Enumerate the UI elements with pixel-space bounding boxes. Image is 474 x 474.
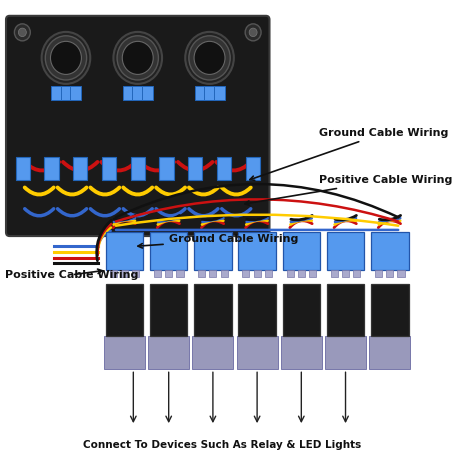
Bar — [237, 336, 278, 369]
FancyBboxPatch shape — [6, 16, 270, 236]
Bar — [375, 270, 382, 277]
Bar — [353, 270, 360, 277]
Bar — [188, 156, 202, 180]
Bar — [132, 86, 143, 100]
Circle shape — [245, 24, 261, 41]
Bar — [254, 270, 261, 277]
Bar — [220, 270, 228, 277]
Bar — [369, 336, 410, 369]
Circle shape — [14, 24, 30, 41]
Bar — [106, 284, 143, 336]
Bar — [281, 336, 322, 369]
Bar — [61, 86, 71, 100]
Text: Positive Cable Wiring: Positive Cable Wiring — [245, 175, 452, 205]
Bar — [398, 270, 404, 277]
Bar — [238, 284, 276, 336]
Bar — [210, 270, 217, 277]
Bar — [246, 156, 260, 180]
Bar — [121, 270, 128, 277]
Bar — [371, 232, 409, 270]
Circle shape — [117, 36, 158, 80]
Bar — [165, 270, 172, 277]
Bar — [242, 270, 249, 277]
Circle shape — [122, 41, 153, 74]
Circle shape — [46, 36, 87, 80]
Bar — [16, 156, 30, 180]
Text: Ground Cable Wiring: Ground Cable Wiring — [250, 128, 448, 180]
Bar — [386, 270, 393, 277]
Bar — [325, 336, 366, 369]
Bar — [176, 270, 183, 277]
Bar — [73, 156, 87, 180]
Bar — [51, 86, 62, 100]
Bar — [309, 270, 316, 277]
Circle shape — [18, 28, 27, 36]
Bar — [194, 232, 232, 270]
Bar — [70, 86, 81, 100]
Bar — [142, 86, 153, 100]
Bar — [204, 86, 215, 100]
Bar — [148, 336, 189, 369]
Bar — [327, 232, 365, 270]
Bar — [194, 86, 205, 100]
Circle shape — [113, 32, 162, 84]
Bar — [265, 270, 272, 277]
Bar — [194, 284, 232, 336]
Bar — [150, 284, 188, 336]
Bar — [102, 156, 116, 180]
Circle shape — [189, 36, 230, 80]
Bar — [298, 270, 305, 277]
Circle shape — [50, 41, 82, 74]
Bar — [159, 156, 173, 180]
Bar — [192, 336, 234, 369]
Bar — [45, 156, 59, 180]
Circle shape — [249, 28, 257, 36]
Bar — [150, 232, 188, 270]
Bar — [217, 156, 231, 180]
Bar — [154, 270, 161, 277]
Bar — [123, 86, 133, 100]
Bar — [109, 270, 117, 277]
Text: Ground Cable Wiring: Ground Cable Wiring — [138, 234, 298, 248]
Bar — [106, 232, 143, 270]
Bar — [198, 270, 205, 277]
Bar — [238, 232, 276, 270]
Bar — [214, 86, 225, 100]
Circle shape — [194, 41, 225, 74]
Bar — [286, 270, 293, 277]
Text: Positive Cable Wiring: Positive Cable Wiring — [5, 269, 138, 280]
Bar — [283, 232, 320, 270]
Bar — [132, 270, 139, 277]
Bar — [327, 284, 365, 336]
Circle shape — [42, 32, 90, 84]
Circle shape — [185, 32, 234, 84]
Text: Connect To Devices Such As Relay & LED Lights: Connect To Devices Such As Relay & LED L… — [82, 440, 361, 450]
Bar — [371, 284, 409, 336]
Bar — [131, 156, 145, 180]
Bar — [331, 270, 338, 277]
Bar — [283, 284, 320, 336]
Bar — [104, 336, 145, 369]
Bar — [342, 270, 349, 277]
